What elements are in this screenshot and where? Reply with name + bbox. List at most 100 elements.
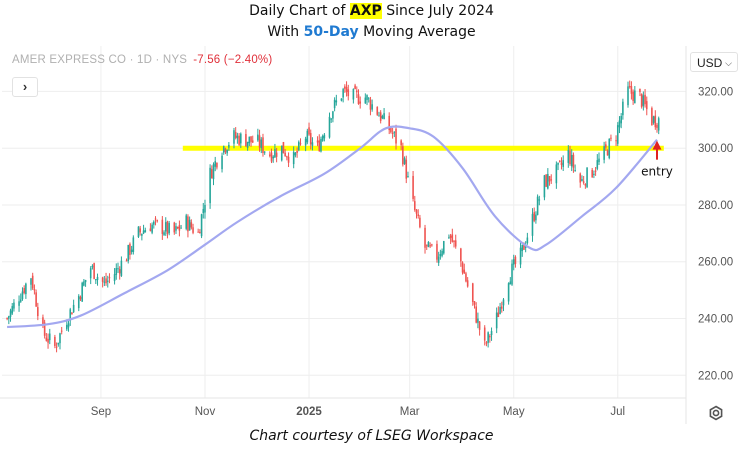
title-suffix: Since July 2024 xyxy=(381,3,494,19)
candle-body xyxy=(538,199,541,201)
candle-body xyxy=(514,256,517,264)
price-change: -7.56 (−2.40%) xyxy=(193,54,273,66)
candle-body xyxy=(357,94,360,104)
candle-body xyxy=(151,224,153,233)
candle-body xyxy=(84,279,87,283)
candle-body xyxy=(419,217,421,228)
moving-average-line xyxy=(7,125,658,329)
candle-body xyxy=(555,164,558,184)
candle-body xyxy=(69,309,72,321)
candle-body xyxy=(471,283,474,302)
candle-body xyxy=(395,128,397,144)
candle-body xyxy=(439,253,442,257)
moving-average-label: 50-Day xyxy=(303,24,359,40)
plot-background xyxy=(0,46,743,424)
candle-body xyxy=(190,222,193,228)
candle-body xyxy=(156,220,159,222)
candle-body xyxy=(188,219,191,231)
candle-body xyxy=(311,142,314,146)
candle-body xyxy=(296,150,298,153)
gear-icon[interactable] xyxy=(706,403,726,423)
candle-body xyxy=(31,275,34,289)
candle-body xyxy=(93,263,95,279)
candle-body xyxy=(180,227,182,229)
candle-body xyxy=(117,268,119,270)
candle-body xyxy=(139,228,141,233)
candle-body xyxy=(391,132,394,134)
y-tick-label: 240.00 xyxy=(698,314,733,326)
candle-body xyxy=(485,342,488,344)
candle-body xyxy=(221,155,223,170)
candle-body xyxy=(335,100,338,103)
candle-body xyxy=(615,140,617,142)
candle-body xyxy=(240,133,242,144)
candle-body xyxy=(91,265,94,268)
expand-button[interactable]: › xyxy=(12,77,38,97)
candle-body xyxy=(526,237,529,244)
candle-body xyxy=(610,137,612,139)
candle-body xyxy=(359,101,362,104)
candle-body xyxy=(342,89,344,98)
candle-body xyxy=(543,175,546,198)
candle-body xyxy=(489,335,491,338)
currency-selector[interactable]: USD ⌵ xyxy=(690,52,738,72)
candle-body xyxy=(43,322,46,336)
candle-body xyxy=(381,116,384,119)
candle-body xyxy=(118,269,121,274)
candle-body xyxy=(164,222,167,232)
candle-body xyxy=(654,115,657,128)
candle-body xyxy=(403,158,406,164)
price-chart[interactable]: 220.00 240.00 260.00 280.00 300.00 320.00 Sep… xyxy=(0,46,743,424)
candle-body xyxy=(477,318,479,323)
x-tick-label: May xyxy=(503,406,525,418)
y-tick-label: 320.00 xyxy=(698,86,733,98)
chart-subtitle: With 50-Day Moving Average xyxy=(0,24,743,40)
candle-body xyxy=(142,230,145,234)
candle-body xyxy=(640,94,643,107)
candle-body xyxy=(13,302,15,309)
candle-body xyxy=(582,181,585,183)
candle-body xyxy=(441,250,443,256)
candle-body xyxy=(627,86,629,106)
candle-body xyxy=(318,140,321,152)
candle-body xyxy=(275,152,278,157)
candle-body xyxy=(37,307,39,317)
candle-body xyxy=(113,274,116,282)
candle-body xyxy=(405,159,408,179)
candle-body xyxy=(652,116,655,123)
candle-body xyxy=(545,174,547,187)
candle-body xyxy=(154,218,157,220)
candle-body xyxy=(557,162,559,165)
candle-body xyxy=(48,333,51,341)
candle-body xyxy=(570,155,573,167)
candle-body xyxy=(105,278,107,284)
candle-body xyxy=(54,336,56,346)
candle-body xyxy=(18,301,20,306)
subtitle-prefix: With xyxy=(267,24,304,40)
candle-body xyxy=(431,244,433,246)
candle-body xyxy=(487,332,489,343)
candle-body xyxy=(644,94,646,105)
entry-label: entry xyxy=(641,165,673,179)
candle-body xyxy=(212,164,215,180)
candle-body xyxy=(323,134,326,139)
candle-body xyxy=(639,88,641,93)
candle-body xyxy=(274,149,276,158)
x-tick-labels: Sep Nov 2025 Mar May Jul xyxy=(91,406,625,418)
candle-body xyxy=(460,248,462,262)
candle-body xyxy=(66,324,68,330)
candle-body xyxy=(596,160,599,169)
candle-body xyxy=(294,152,297,156)
candle-body xyxy=(269,154,271,156)
candle-body xyxy=(593,173,595,175)
candle-body xyxy=(8,316,10,319)
candle-body xyxy=(321,135,324,141)
candle-body xyxy=(308,127,310,135)
candle-body xyxy=(263,151,266,153)
candle-body xyxy=(79,296,82,300)
candle-body xyxy=(42,317,44,325)
candle-body xyxy=(393,131,396,133)
candle-body xyxy=(19,299,22,302)
candle-body xyxy=(591,169,593,178)
candle-body xyxy=(163,232,165,235)
